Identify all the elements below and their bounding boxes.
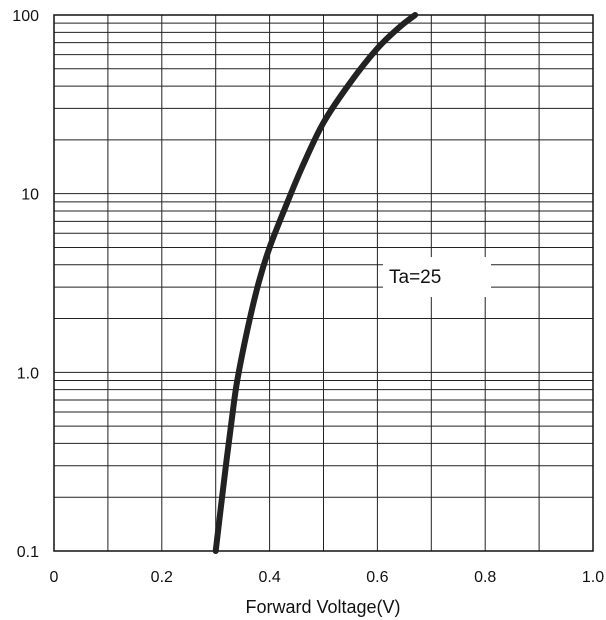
annotation: Ta=25 <box>383 257 491 297</box>
x-axis-title: Forward Voltage(V) <box>245 597 400 617</box>
y-tick-label: 100 <box>12 8 39 25</box>
x-tick-label: 0.2 <box>151 569 173 586</box>
x-tick-label: 1.0 <box>582 569 604 586</box>
x-tick-label: 0.4 <box>258 569 280 586</box>
y-tick-label: 10 <box>21 187 39 204</box>
y-tick-labels: 0.1 1.0 10 100 <box>12 8 39 561</box>
plot-frame <box>53 14 594 552</box>
grid <box>54 15 593 551</box>
x-tick-labels: 0 0.2 0.4 0.6 0.8 1.0 <box>50 569 605 586</box>
y-tick-label: 0.1 <box>17 544 39 561</box>
forward-current-curve <box>212 12 419 554</box>
annotation-background <box>383 257 491 297</box>
y-tick-label: 1.0 <box>17 365 39 382</box>
x-tick-label: 0 <box>50 569 59 586</box>
annotation-label: Ta=25 <box>389 267 441 288</box>
x-tick-label: 0.6 <box>366 569 388 586</box>
x-tick-label: 0.8 <box>474 569 496 586</box>
series-layer <box>212 12 419 554</box>
